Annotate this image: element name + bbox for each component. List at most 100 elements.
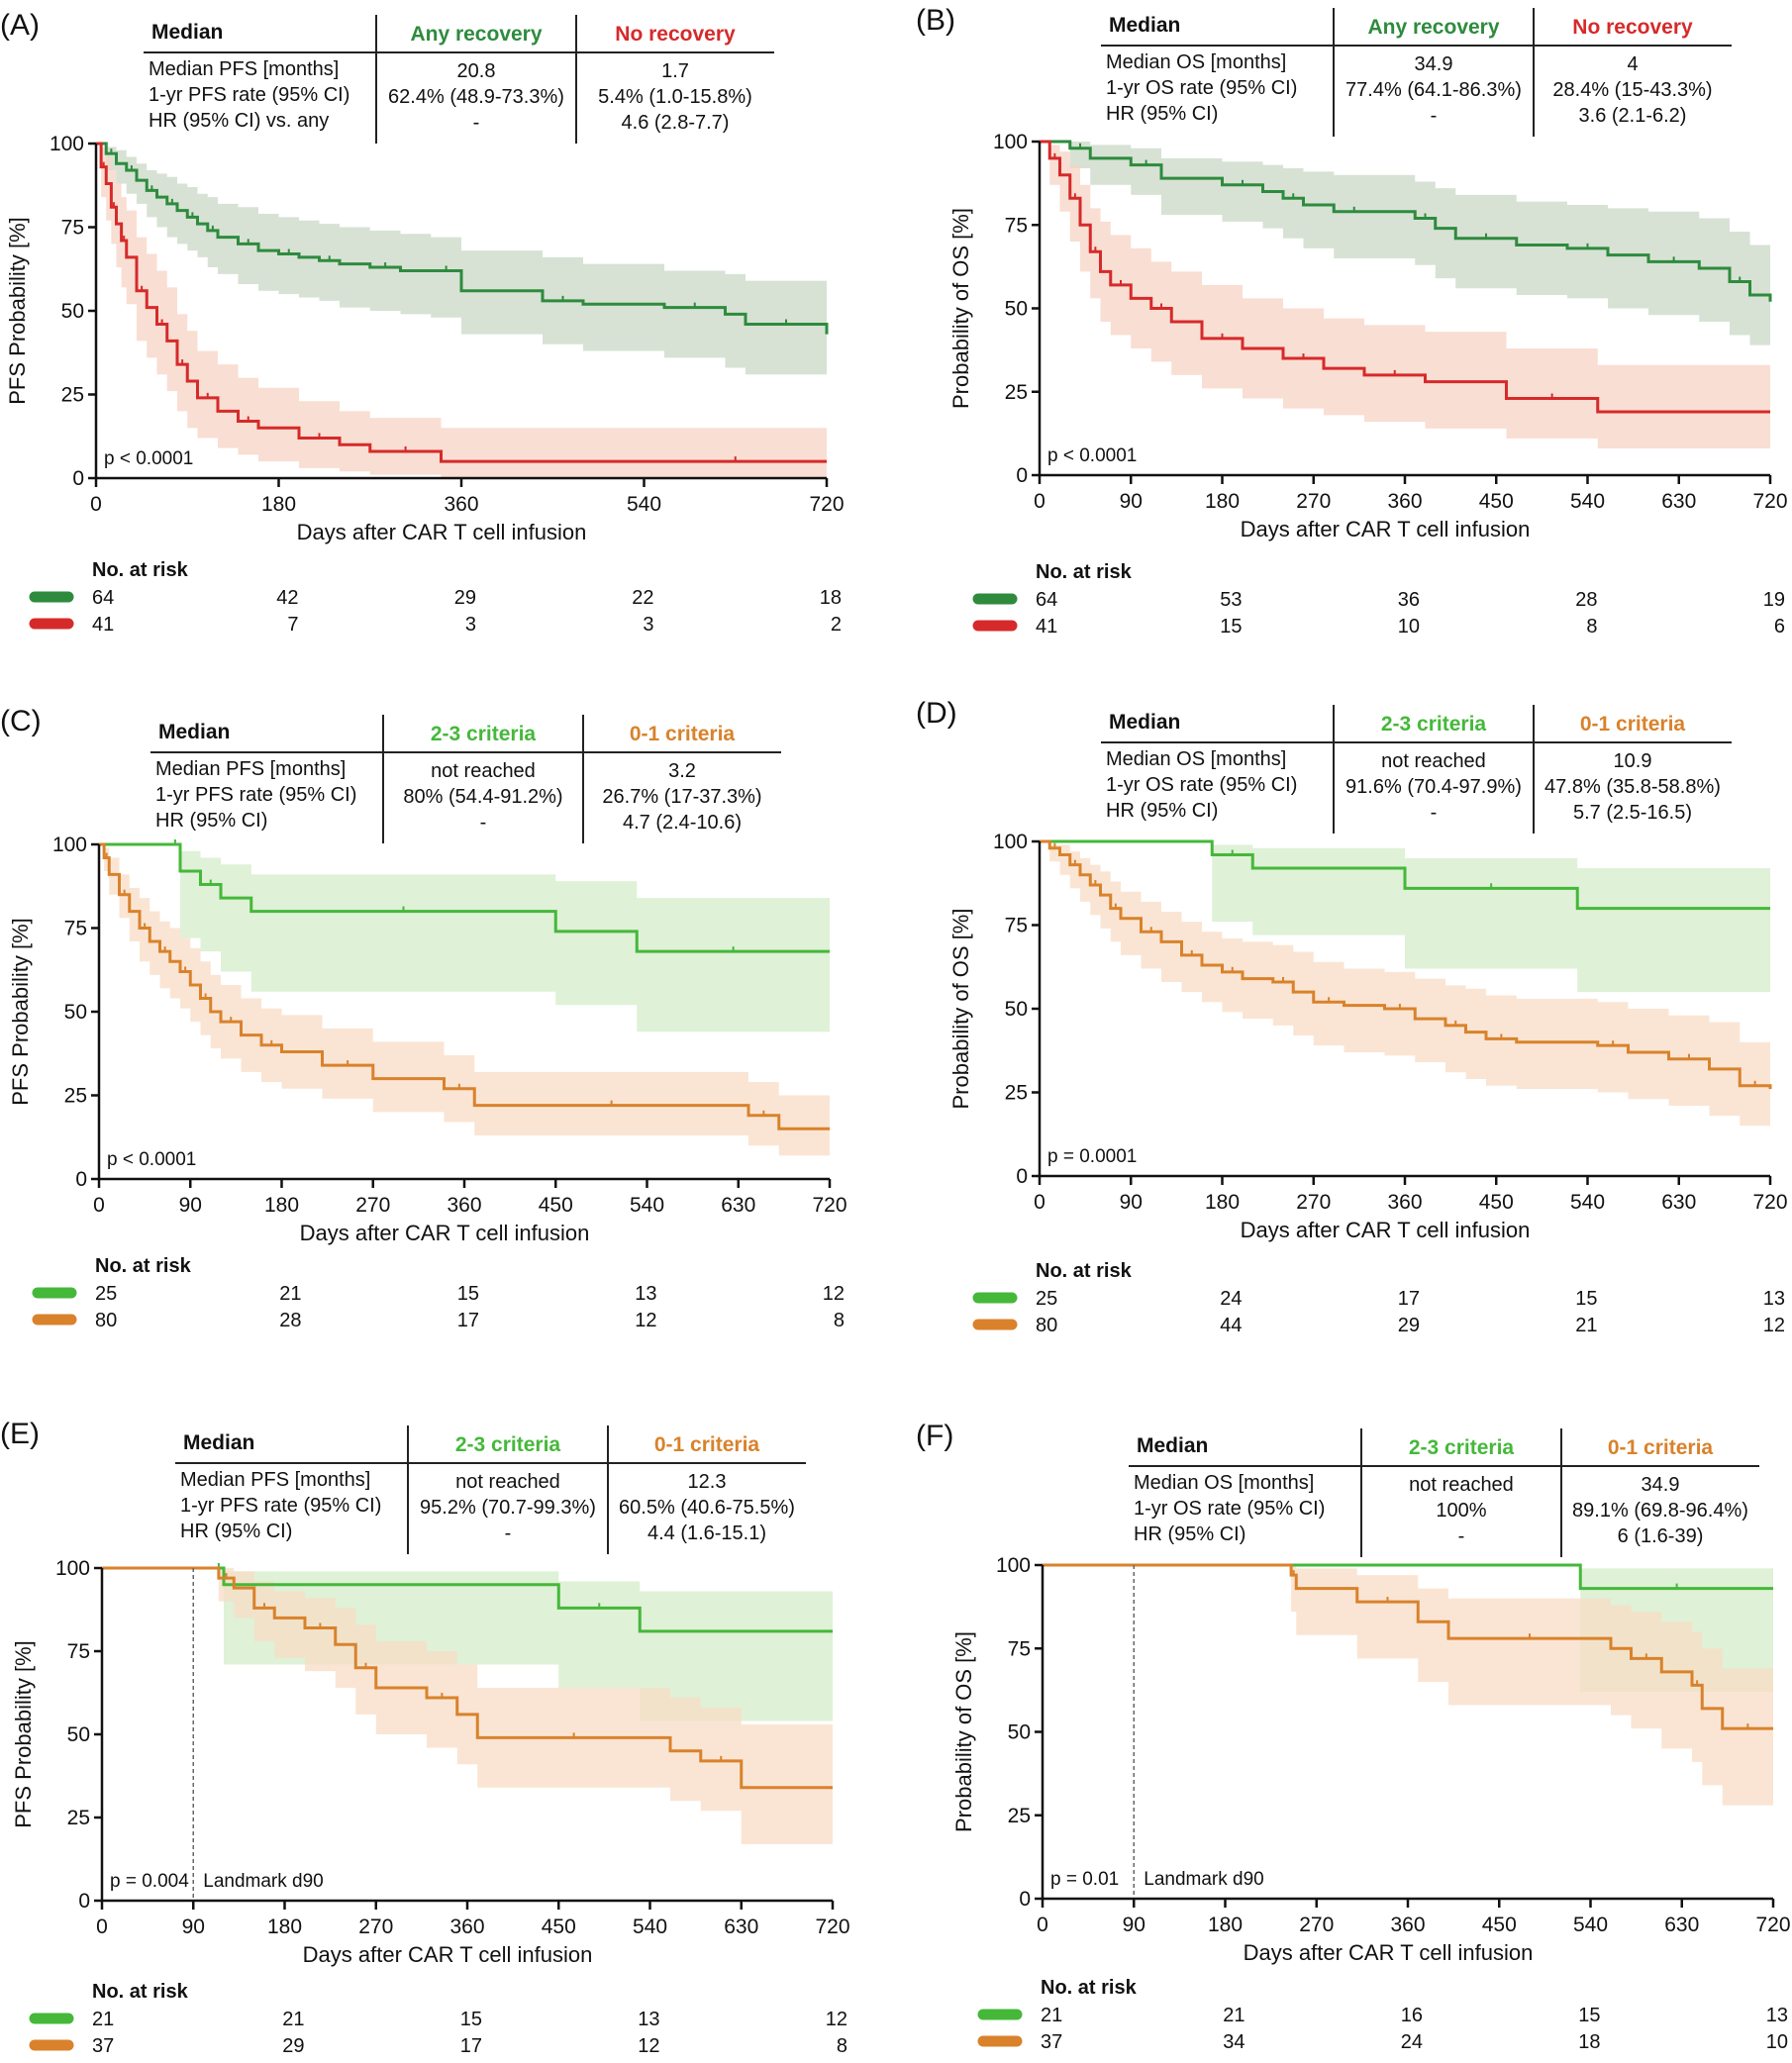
risk-count: 41 (1036, 616, 1057, 638)
x-tick-label: 720 (812, 1194, 846, 1217)
panel-label-a: (A) (0, 9, 40, 42)
x-tick-label: 540 (1573, 1914, 1608, 1936)
risk-count: 15 (460, 2009, 482, 2030)
risk-title: No. at risk (92, 1981, 189, 2003)
ci-band-a-0 (96, 144, 827, 381)
table-header-cell: Median (183, 1431, 254, 1454)
table-cell: 6 (1.6-39) (1618, 1525, 1704, 1547)
table-cell: 34.9 (1642, 1474, 1680, 1496)
y-tick-label: 75 (1005, 915, 1028, 937)
table-header-cell: Median (1109, 14, 1180, 37)
y-tick-label: 0 (75, 1168, 87, 1191)
x-tick-label: 360 (1390, 1914, 1425, 1936)
panel-d: (D) Median 2-3 criteria 0-1 criteria Median … (916, 697, 1788, 1336)
x-tick-label: 450 (1479, 490, 1514, 513)
risk-table-a: No. at risk 64 42 29 22 18 41 7 3 3 2 (29, 559, 842, 636)
panel-c: (C) Median 2-3 criteria 0-1 criteria Median … (0, 705, 847, 1331)
y-tick-label: 25 (1005, 381, 1028, 404)
risk-count: 6 (1774, 616, 1785, 638)
table-row-label: Median OS [months] (1106, 51, 1286, 73)
table-cell: 4.6 (2.8-7.7) (622, 112, 730, 134)
risk-count: 13 (638, 2009, 659, 2030)
x-tick-label: 180 (267, 1916, 302, 1938)
risk-count: 12 (638, 2035, 659, 2057)
x-tick-label: 450 (539, 1194, 573, 1217)
x-tick-label: 0 (96, 1916, 108, 1938)
table-cell: not reached (455, 1471, 560, 1493)
y-axis-label-e: PFS Probability [%] (11, 1640, 36, 1828)
table-cell: not reached (1409, 1474, 1514, 1496)
p-value-c: p < 0.0001 (107, 1149, 196, 1170)
table-header-cell: 0-1 criteria (1580, 713, 1686, 736)
x-tick-label: 0 (90, 493, 102, 516)
x-tick-label: 180 (1205, 1191, 1240, 1214)
panel-f: (F) Median 2-3 criteria 0-1 criteria Median … (916, 1420, 1791, 2053)
y-tick-label: 50 (1008, 1721, 1031, 1744)
table-cell: 5.7 (2.5-16.5) (1573, 802, 1692, 824)
table-cell: 1.7 (661, 60, 689, 82)
risk-count: 80 (95, 1310, 117, 1331)
table-cell: 62.4% (48.9-73.3%) (388, 86, 564, 108)
y-tick-label: 50 (1005, 998, 1028, 1021)
ci-band-c-0 (99, 844, 830, 1032)
table-cell: 95.2% (70.7-99.3%) (420, 1497, 596, 1519)
risk-count: 17 (1398, 1288, 1420, 1310)
x-tick-label: 540 (630, 1194, 664, 1217)
km-curve-b-0 (1040, 140, 1772, 302)
y-tick-label: 75 (64, 918, 87, 940)
risk-title: No. at risk (1036, 1260, 1133, 1282)
x-tick-label: 720 (1752, 490, 1787, 513)
table-cell: 26.7% (17-37.3%) (602, 786, 761, 808)
risk-count: 24 (1220, 1288, 1242, 1310)
risk-count: 37 (92, 2035, 114, 2057)
y-tick-label: 25 (1008, 1805, 1031, 1827)
risk-count: 10 (1398, 616, 1420, 638)
risk-count: 22 (632, 587, 653, 609)
risk-count: 8 (1586, 616, 1597, 638)
risk-title: No. at risk (1041, 1977, 1138, 1999)
y-tick-label: 50 (61, 300, 84, 323)
risk-count: 12 (635, 1310, 656, 1331)
risk-table-f: No. at risk 21 21 16 15 13 37 34 24 18 10 (977, 1977, 1788, 2053)
y-tick-label: 0 (1019, 1888, 1031, 1911)
y-tick-label: 25 (67, 1807, 90, 1829)
table-cell: 100% (1436, 1500, 1486, 1522)
x-tick-label: 360 (1387, 1191, 1422, 1214)
km-curve-d-1 (1040, 839, 1772, 1090)
table-header-cell: Any recovery (1367, 16, 1499, 39)
x-tick-label: 0 (1034, 1191, 1045, 1214)
panel-a: (A) Median Any recovery No recovery Median P… (0, 9, 845, 636)
landmark-label-f: Landmark d90 (1144, 1869, 1263, 1890)
x-tick-label: 180 (264, 1194, 299, 1217)
table-cell: - (1431, 105, 1438, 127)
risk-count: 8 (837, 2035, 847, 2057)
table-cell: 5.4% (1.0-15.8%) (598, 86, 752, 108)
y-tick-label: 25 (64, 1085, 87, 1108)
x-tick-label: 450 (542, 1916, 576, 1938)
panel-label-d: (D) (916, 697, 957, 730)
y-tick-label: 100 (50, 133, 84, 155)
panel-b: (B) Median Any recovery No recovery Median O… (916, 4, 1788, 638)
risk-title: No. at risk (92, 559, 189, 581)
panel-label-b: (B) (916, 4, 955, 37)
y-tick-label: 0 (78, 1890, 90, 1913)
km-curve-f-1 (1043, 1563, 1773, 1730)
table-row-label: Median OS [months] (1134, 1472, 1314, 1494)
y-tick-label: 100 (993, 831, 1028, 853)
table-header-cell: Any recovery (410, 23, 542, 46)
risk-count: 13 (1763, 1288, 1785, 1310)
risk-count: 21 (282, 2009, 304, 2030)
x-tick-label: 360 (1387, 490, 1422, 513)
y-tick-label: 0 (72, 467, 84, 490)
y-tick-label: 75 (1008, 1637, 1031, 1660)
panel-e: (E) Median 2-3 criteria 0-1 criteria Median … (0, 1418, 850, 2057)
x-tick-label: 540 (633, 1916, 667, 1938)
y-axis-label-b: Probability of OS [%] (948, 208, 973, 409)
table-header-cell: Median (1137, 1434, 1208, 1457)
p-value-e: p = 0.004 (110, 1871, 189, 1892)
risk-count: 19 (1763, 589, 1785, 611)
risk-count: 28 (279, 1310, 301, 1331)
table-header-cell: 0-1 criteria (1608, 1436, 1714, 1459)
risk-table-b: No. at risk 64 53 36 28 19 41 15 10 8 6 (972, 561, 1785, 638)
